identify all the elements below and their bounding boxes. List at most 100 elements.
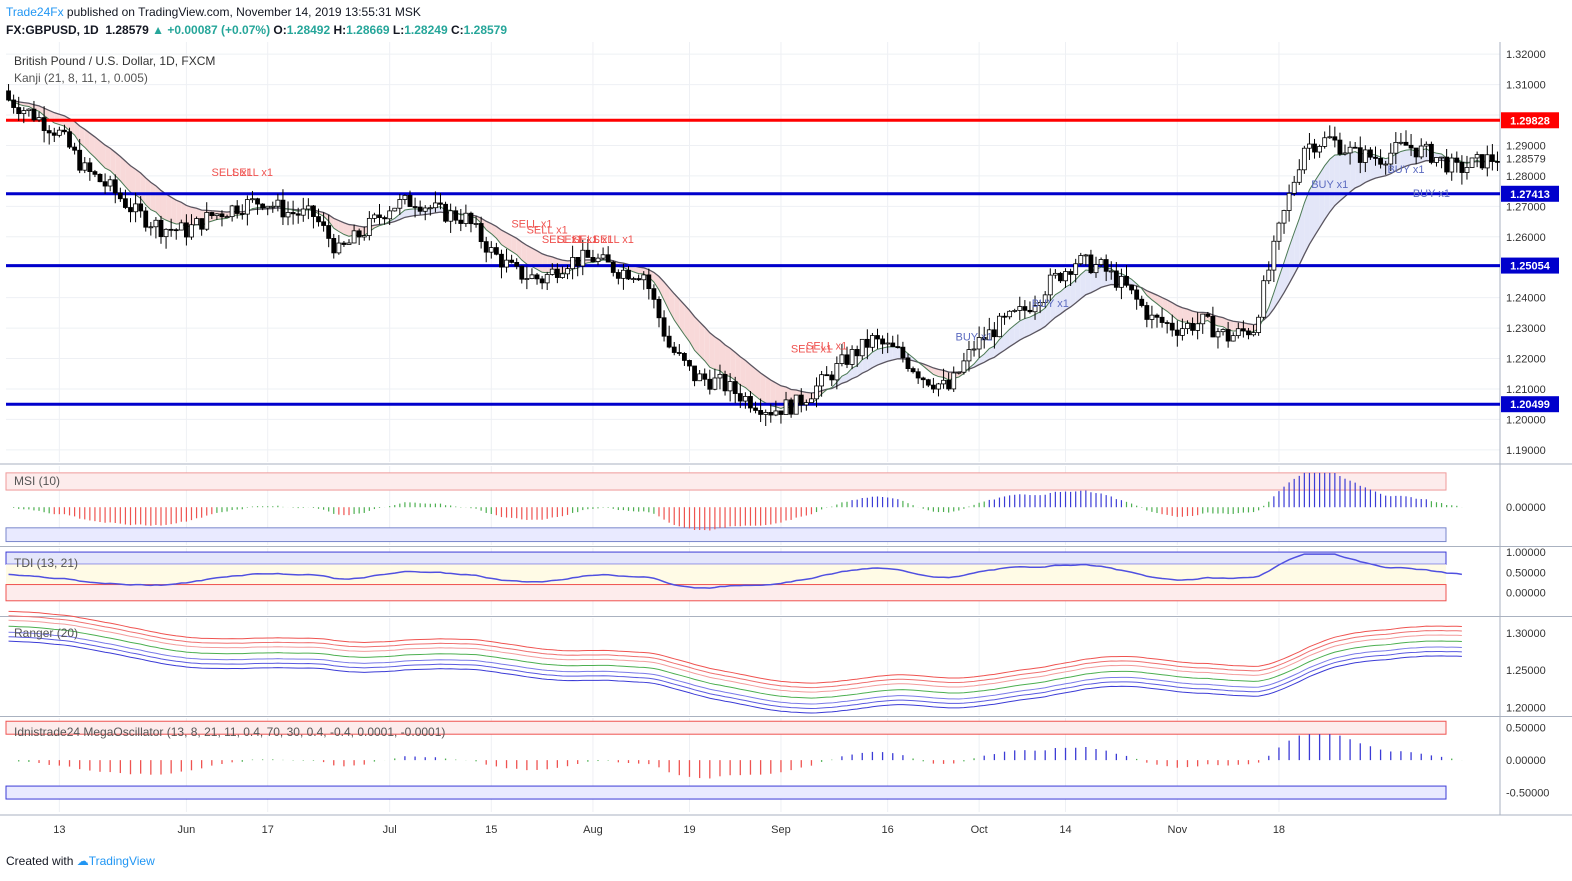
candle [742,396,748,402]
candle [1357,147,1363,163]
up-arrow-icon: ▲ [152,23,164,37]
candle [1383,163,1389,166]
publisher-link[interactable]: Trade24Fx [6,5,64,19]
candle [524,278,530,280]
candle [377,214,382,219]
cloud-segment [750,364,756,397]
cloud-segment [709,332,715,370]
candle [697,373,703,382]
candle [178,222,184,231]
cloud-segment [105,145,111,171]
buy-signal-label: BUY x1 [1311,179,1348,191]
candle [687,360,692,367]
cloud-segment [1172,302,1178,320]
candle [321,221,327,226]
time-tick-label: Sep [771,824,791,836]
candle [941,379,946,385]
cloud-segment [735,352,741,385]
candle [1058,272,1063,282]
cloud-segment [760,373,766,403]
candle [737,393,743,402]
candle [509,259,515,263]
candle [51,132,57,136]
candle [1088,254,1094,274]
candle [204,212,210,230]
oscillator-tick-label: -0.50000 [1506,788,1549,800]
candle [117,192,123,200]
candle [397,199,403,209]
candle [534,274,540,280]
candle [499,253,504,268]
candle [885,342,891,345]
candle [991,329,997,338]
candle [925,379,931,386]
cloud-segment [1223,317,1229,330]
candle [895,346,901,348]
cloud-segment [526,245,532,267]
candle [1215,331,1221,338]
cloud-segment [160,190,167,221]
candle [544,274,550,284]
candle [260,203,266,209]
candle [646,274,652,290]
candle [554,268,560,278]
cloud-segment [120,156,126,187]
sell-signal-label: SELL x1 [511,219,552,231]
sell-signal-label: SELL x1 [527,225,568,237]
candle [641,274,647,281]
cloud-segment [633,265,639,274]
oscillator-label: Idnistrade24 MegaOscillator (13, 8, 21, … [14,725,446,739]
candle [636,278,642,281]
tdi-label: TDI (13, 21) [14,556,79,570]
candle [1352,146,1358,149]
candle [1489,154,1495,162]
cloud-segment [1309,181,1315,245]
tradingview-brand[interactable]: TradingView [88,854,155,868]
candle [458,219,464,224]
ranger-tick-label: 1.30000 [1506,628,1546,640]
candle [1281,210,1287,224]
candle [1169,322,1175,331]
cloud-segment [1299,203,1305,265]
cloud-segment [1217,316,1224,327]
cloud-segment [704,327,710,368]
cloud-segment [862,356,868,374]
cloud-segment [755,368,761,401]
candle [717,373,723,379]
ranger-line [8,610,1462,684]
candle [1266,269,1272,282]
candle [1484,154,1490,169]
price-tick-label: 1.21000 [1506,384,1546,396]
candle [1144,305,1150,320]
candle [483,241,489,253]
candle [1113,270,1119,288]
candle [250,198,255,201]
publish-line: Trade24Fx published on TradingView.com, … [6,5,421,19]
cloud-segment [115,152,121,181]
cloud-segment [181,202,187,227]
level-label-box [1501,257,1559,274]
candle [890,342,896,347]
chart-canvas[interactable]: 13 Jun 17 Jul 15 Aug 19 Sep 16 Oct 14 Nov 18 1.29828 1… [0,40,1572,840]
candle [305,205,311,210]
candle [173,229,179,232]
cloud-segment [186,205,192,227]
candle [702,373,708,380]
candle [427,207,433,210]
cloud-segment [399,209,405,220]
candle [1459,161,1465,173]
cloud-segment [684,304,690,342]
ranger-line [8,625,1462,699]
cloud-segment [1395,151,1401,171]
cloud-segment [1050,294,1056,322]
candle [1205,313,1211,317]
msi-tick-label: 0.00000 [1506,502,1546,514]
ranger-tick-label: 1.25000 [1506,665,1546,677]
cloud-segment [125,161,131,193]
price-tick-label: 1.22000 [1506,354,1546,366]
tdi-tick-label: 0.00000 [1506,588,1546,600]
price-tick-label: 1.24000 [1506,293,1546,305]
cloud-segment [714,336,720,371]
candle [1434,157,1439,163]
cloud-segment [847,368,853,382]
